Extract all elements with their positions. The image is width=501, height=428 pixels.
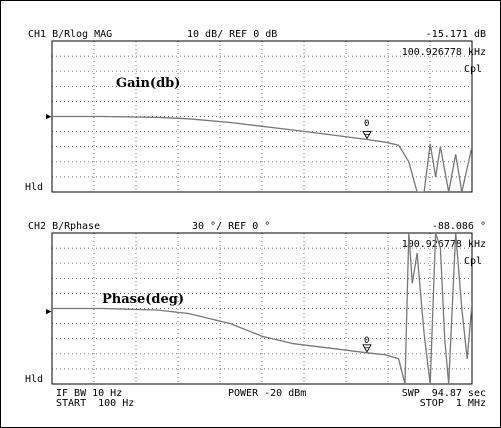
ch1-cpl-label: Cpl [463, 64, 482, 75]
ch2-marker-triangle [362, 344, 372, 353]
stop-frequency-label: STOP 1 MHz [419, 398, 486, 409]
start-frequency-label: START 100 Hz [56, 398, 135, 409]
ch2-hld-label: Hld [25, 374, 44, 385]
ch1-marker-number: 0 [364, 119, 370, 129]
ch1-reference-pointer: ▶ [46, 112, 52, 122]
ch2-marker-number: 0 [364, 336, 370, 346]
ch1-scale-label: 10 dB/ REF 0 dB [187, 29, 278, 40]
ch1-channel-label: CH1 B/R [28, 29, 71, 40]
ch1-hld-label: Hld [25, 182, 44, 193]
ch2-plot-area [51, 232, 473, 385]
power-label: POWER -20 dBm [228, 388, 307, 399]
ch2-marker-freq: 100.926778 kHz [401, 239, 486, 250]
ch1-marker-triangle [362, 131, 372, 140]
ch1-trace-line [52, 115, 472, 192]
ch2-scale-label: 30 °/ REF 0 ° [192, 221, 271, 232]
ch2-trace-line [52, 233, 472, 384]
ch2-format-label: phase [70, 221, 101, 232]
ch1-trace-annotation: Gain(db) [116, 76, 181, 91]
ch2-trace-annotation: Phase(deg) [102, 292, 184, 307]
ch1-plot-area [51, 40, 473, 193]
ch1-marker-freq: 100.926778 kHz [401, 47, 486, 58]
ch2-reference-pointer: ▶ [46, 307, 52, 317]
ch1-format-label: log MAG [70, 29, 113, 40]
ch1-marker-value: -15.171 dB [425, 29, 486, 40]
ch2-channel-label: CH2 B/R [28, 221, 71, 232]
ch2-marker-value: -88.086 ° [431, 221, 486, 232]
ch2-cpl-label: Cpl [463, 256, 482, 267]
sweep-time-label: SWP 94.87 sec [401, 388, 486, 399]
if-bandwidth-label: IF BW 10 Hz [56, 388, 123, 399]
